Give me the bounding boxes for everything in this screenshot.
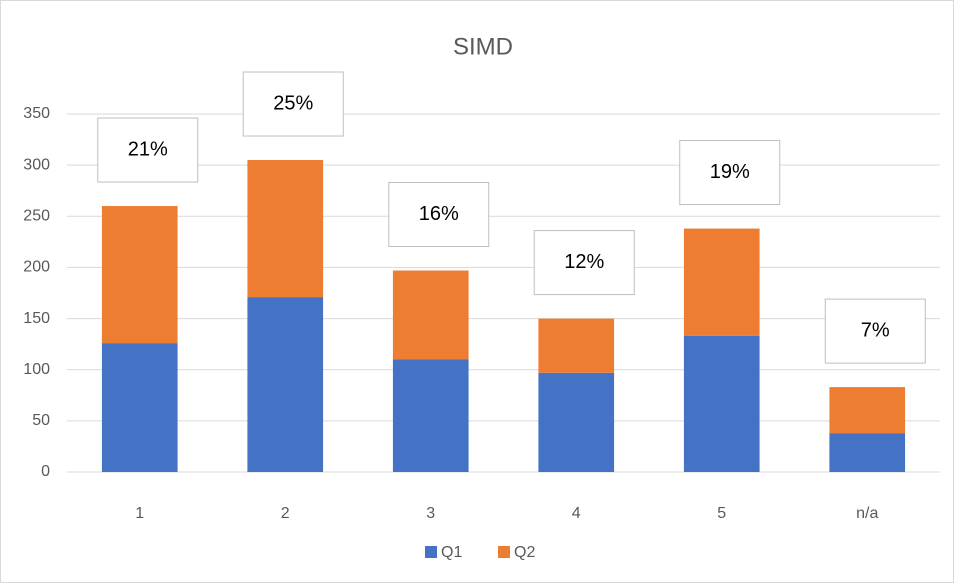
legend-swatch <box>425 546 437 558</box>
y-tick-label: 150 <box>23 310 50 327</box>
legend-label: Q2 <box>514 544 535 561</box>
y-tick-label: 100 <box>23 361 50 378</box>
bar-segment <box>683 335 760 472</box>
annotation-box <box>533 230 635 296</box>
bar-segment <box>392 270 469 360</box>
annotation: 21% <box>128 138 168 160</box>
annotation-box <box>388 181 490 247</box>
bar-segment <box>247 160 324 298</box>
y-tick-label: 50 <box>32 412 50 429</box>
x-tick-label: 5 <box>717 505 726 522</box>
y-tick-label: 300 <box>23 156 50 173</box>
annotation: 12% <box>564 251 604 273</box>
annotation: 7% <box>861 319 890 341</box>
annotation: 16% <box>419 203 459 225</box>
bar-segment <box>101 206 178 344</box>
annotation-box <box>824 298 926 364</box>
bar-segment <box>392 359 469 472</box>
x-tick-label: n/a <box>856 505 878 522</box>
y-tick-label: 250 <box>23 208 50 225</box>
x-tick-label: 3 <box>426 505 435 522</box>
bar-segment <box>829 433 906 472</box>
y-tick-label: 200 <box>23 259 50 276</box>
x-tick-label: 1 <box>135 505 144 522</box>
legend-label: Q1 <box>441 544 462 561</box>
bar-segment <box>538 372 615 472</box>
bar-segment <box>101 343 178 472</box>
bar-segment <box>829 387 906 434</box>
bar-segment <box>683 228 760 336</box>
bar-segment <box>247 297 324 472</box>
annotation-box <box>97 117 199 183</box>
annotation-box <box>242 71 344 137</box>
annotation: 25% <box>273 92 313 114</box>
annotation-box <box>679 140 781 206</box>
y-tick-label: 350 <box>23 105 50 122</box>
chart-title: SIMD <box>453 33 513 60</box>
legend-swatch <box>498 546 510 558</box>
annotation: 19% <box>710 161 750 183</box>
bar-segment <box>538 318 615 373</box>
x-tick-label: 2 <box>281 505 290 522</box>
y-tick-label: 0 <box>41 463 50 480</box>
x-tick-label: 4 <box>572 505 581 522</box>
